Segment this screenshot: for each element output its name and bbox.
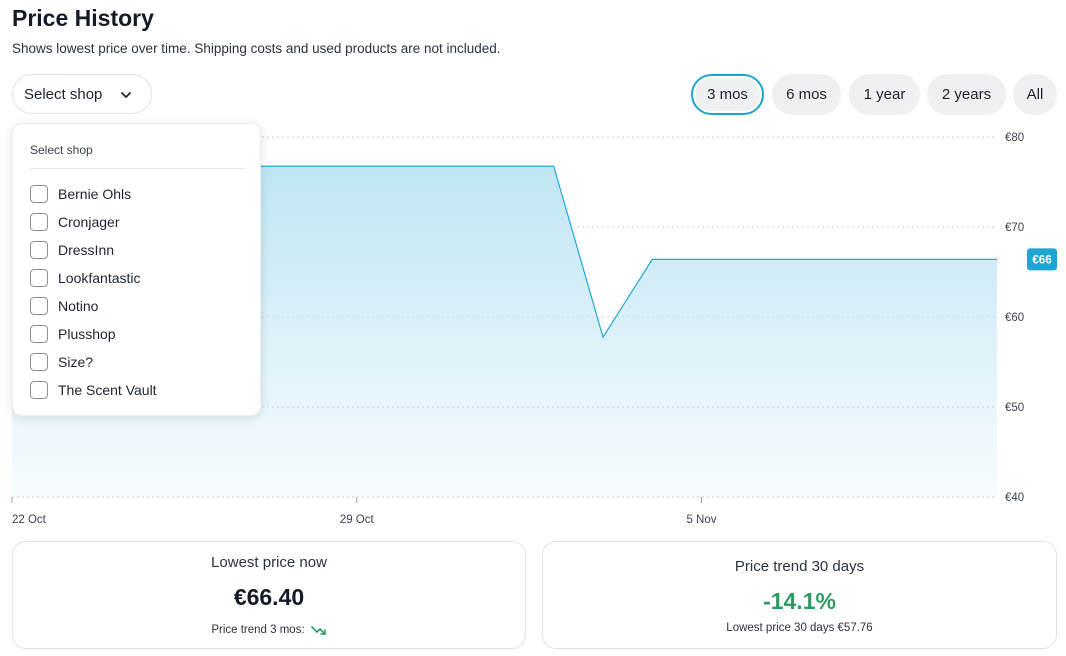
range-label: 1 year (863, 86, 906, 103)
price-trend-30-value: -14.1% (763, 588, 836, 614)
price-trend-label: Price trend 3 mos: (211, 624, 305, 636)
shop-option-label: Bernie Ohls (58, 186, 132, 202)
range-3-mos-button[interactable]: 3 mos (691, 74, 764, 115)
shop-option[interactable]: Lookfantastic (30, 268, 141, 288)
shop-option[interactable]: The Scent Vault (30, 380, 157, 400)
y-tick-label: €50 (1005, 402, 1024, 414)
shop-option-label: The Scent Vault (58, 382, 157, 398)
checkbox[interactable] (30, 381, 48, 399)
shop-option[interactable]: Bernie Ohls (30, 184, 131, 204)
shop-option-label: Size? (58, 354, 94, 370)
y-tick-label: €70 (1005, 222, 1024, 234)
checkbox[interactable] (30, 241, 48, 259)
checkbox[interactable] (30, 213, 48, 231)
shop-option-label: Plusshop (58, 326, 116, 342)
dropdown-divider (30, 168, 244, 169)
y-tick-label: €60 (1005, 312, 1024, 324)
range-1-year-button[interactable]: 1 year (849, 74, 920, 115)
x-tick-label: 22 Oct (12, 514, 47, 526)
range-2-years-button[interactable]: 2 years (927, 74, 1006, 115)
checkbox[interactable] (30, 353, 48, 371)
chevron-down-icon (121, 92, 131, 98)
page-title: Price History (12, 5, 154, 31)
x-tick-label: 29 Oct (340, 514, 375, 526)
shop-option[interactable]: Plusshop (30, 324, 116, 344)
range-6-mos-button[interactable]: 6 mos (772, 74, 841, 115)
y-tick-label: €40 (1005, 492, 1024, 504)
lowest-price-value: €66.40 (233, 584, 305, 610)
select-shop-button[interactable]: Select shop (12, 74, 152, 114)
shop-option-label: Cronjager (58, 214, 120, 230)
range-label: 3 mos (707, 86, 748, 103)
lowest-price-label: Lowest price now (211, 554, 327, 571)
shop-option[interactable]: DressInn (30, 240, 114, 260)
shop-option-label: Lookfantastic (58, 270, 141, 286)
lowest-30-days: Lowest price 30 days €57.76 (726, 622, 873, 634)
checkbox[interactable] (30, 269, 48, 287)
range-label: 2 years (941, 86, 992, 103)
page-subtitle: Shows lowest price over time. Shipping c… (12, 41, 501, 56)
trend-down-icon (310, 626, 326, 635)
range-all-button[interactable]: All (1013, 74, 1057, 115)
dropdown-title: Select shop (30, 143, 93, 157)
range-label: All (1026, 86, 1044, 103)
y-tick-label: €80 (1005, 132, 1024, 144)
select-shop-label: Select shop (24, 85, 103, 103)
range-label: 6 mos (786, 86, 827, 103)
shop-option[interactable]: Cronjager (30, 212, 119, 232)
shop-option[interactable]: Size? (30, 352, 93, 372)
current-price-label: €66 (1032, 254, 1051, 266)
price-trend-card: Price trend 30 days -14.1% Lowest price … (542, 541, 1057, 649)
checkbox[interactable] (30, 297, 48, 315)
price-line (12, 165, 997, 339)
current-price-badge (1027, 248, 1057, 271)
x-tick-label: 5 Nov (686, 514, 716, 526)
checkbox[interactable] (30, 185, 48, 203)
shop-option-label: DressInn (58, 242, 115, 258)
shop-option[interactable]: Notino (30, 296, 98, 316)
shop-option-label: Notino (58, 298, 99, 314)
lowest-price-card: Lowest price now €66.40 Price trend 3 mo… (12, 541, 526, 649)
shop-dropdown: Select shop Bernie Ohls Cronjager DressI… (12, 123, 261, 416)
checkbox[interactable] (30, 325, 48, 343)
price-trend-30-label: Price trend 30 days (734, 558, 865, 575)
